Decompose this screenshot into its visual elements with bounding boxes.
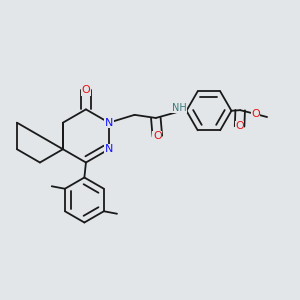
Text: N: N [105,144,113,154]
Text: O: O [235,122,244,131]
Text: O: O [82,85,90,95]
Text: N: N [105,118,113,128]
Text: NH: NH [172,103,187,113]
Text: O: O [153,131,162,141]
Text: O: O [251,109,260,119]
